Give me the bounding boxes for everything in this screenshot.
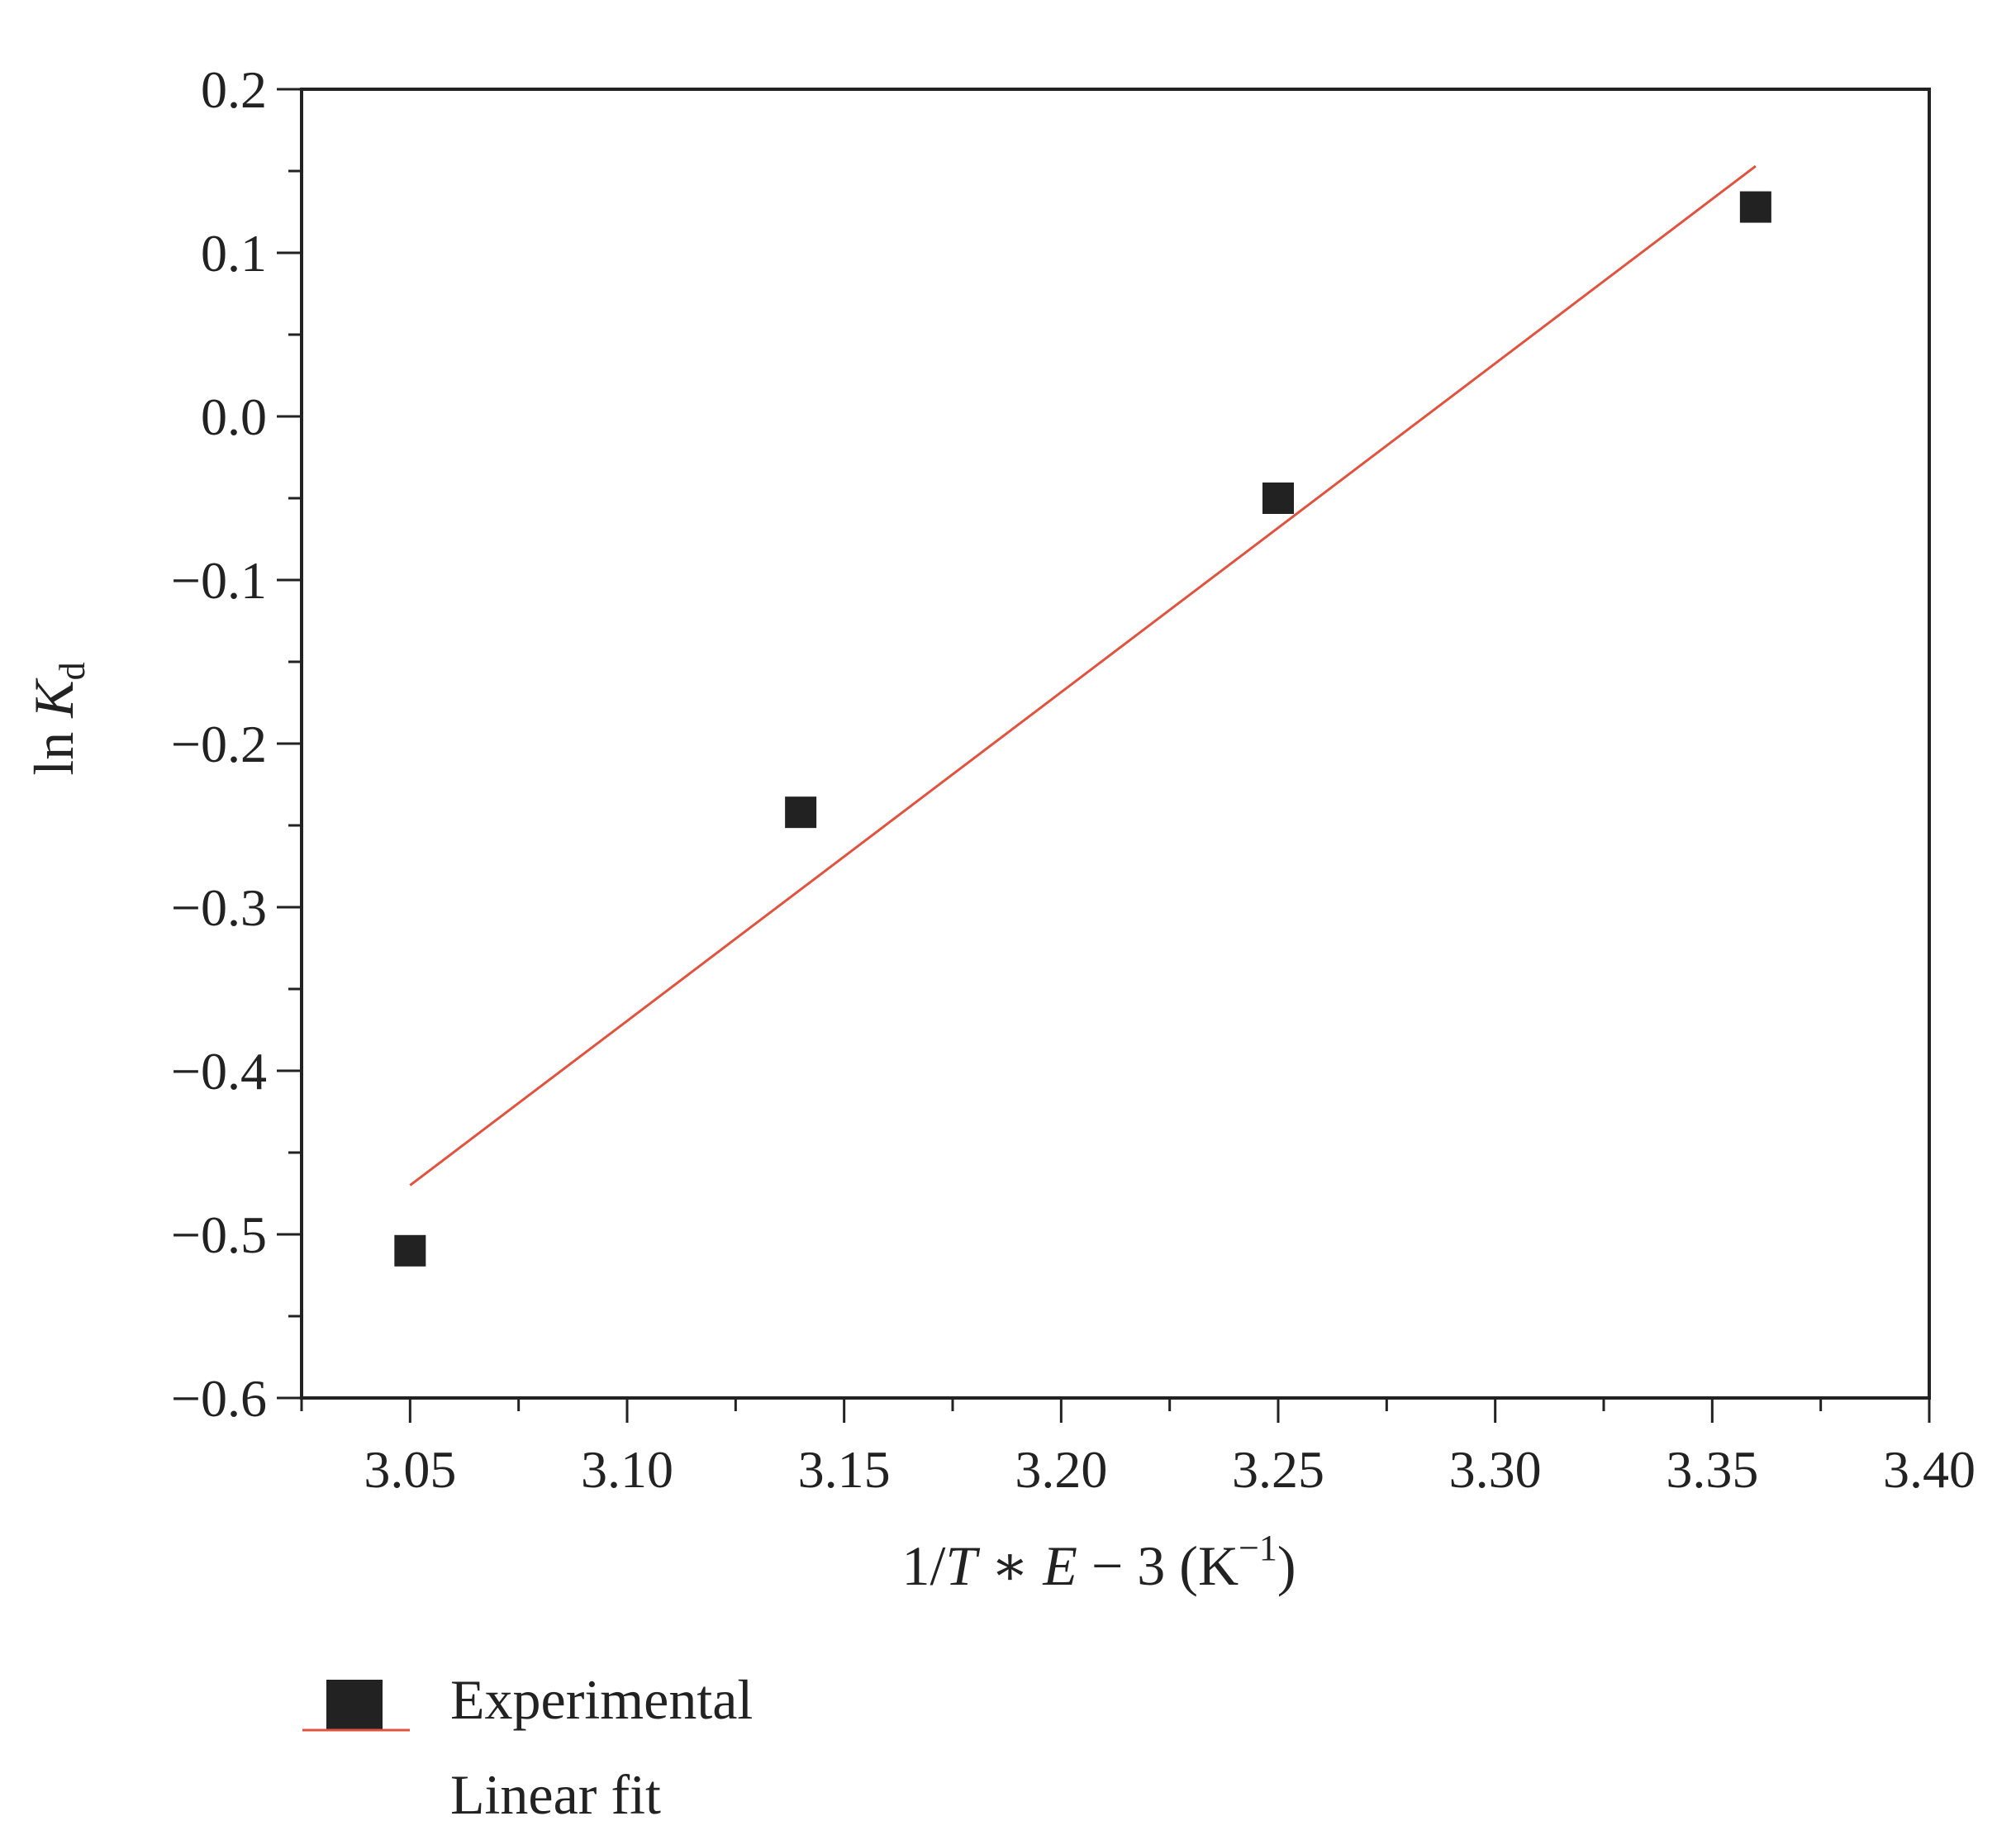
y-tick-label: −0.1	[171, 551, 267, 610]
linear-fit-line	[409, 164, 1757, 1186]
x-tick-label: 3.20	[1015, 1440, 1107, 1499]
x-axis-title: 1/T ∗ E − 3 (K−1)	[901, 1528, 1296, 1597]
legend-marker-experimental	[326, 1680, 383, 1731]
axes	[300, 88, 1931, 1400]
x-tick-label: 3.40	[1883, 1440, 1976, 1499]
y-tick-label: −0.4	[171, 1042, 267, 1101]
plot-marks	[394, 164, 1771, 1267]
x-axis-ticks: 3.05 3.10 3.15 3.20 3.25 3.30 3.35 3.40	[300, 1398, 1976, 1499]
plot-frame	[300, 88, 1931, 1400]
y-axis-title: ln Kd	[22, 662, 93, 775]
data-point-experimental	[394, 1234, 426, 1267]
x-tick-label: 3.10	[581, 1440, 673, 1499]
x-tick-label: 3.35	[1666, 1440, 1758, 1499]
x-tick-label: 3.05	[364, 1440, 456, 1499]
y-tick-label: 0.0	[201, 387, 267, 446]
legend-label-experimental: Experimental	[450, 1668, 753, 1731]
y-tick-label: 0.2	[201, 60, 267, 119]
y-tick-label: −0.6	[171, 1369, 267, 1428]
x-tick-label: 3.25	[1232, 1440, 1324, 1499]
legend: Experimental Linear fit	[302, 1668, 753, 1826]
y-tick-label: −0.2	[171, 715, 267, 773]
data-point-experimental	[785, 796, 817, 829]
data-point-experimental	[1262, 483, 1294, 514]
y-tick-label: −0.3	[171, 878, 267, 937]
x-tick-label: 3.15	[798, 1440, 891, 1499]
y-axis-ticks: 0.2 0.1 0.0 −0.1 −0.2 −0.3 −0.4 −0.5 −0.6	[171, 60, 302, 1428]
legend-label-linear-fit: Linear fit	[450, 1763, 661, 1826]
y-tick-label: 0.1	[201, 224, 267, 283]
x-tick-label: 3.30	[1449, 1440, 1542, 1499]
y-tick-label: −0.5	[171, 1205, 267, 1264]
data-point-experimental	[1739, 191, 1771, 223]
